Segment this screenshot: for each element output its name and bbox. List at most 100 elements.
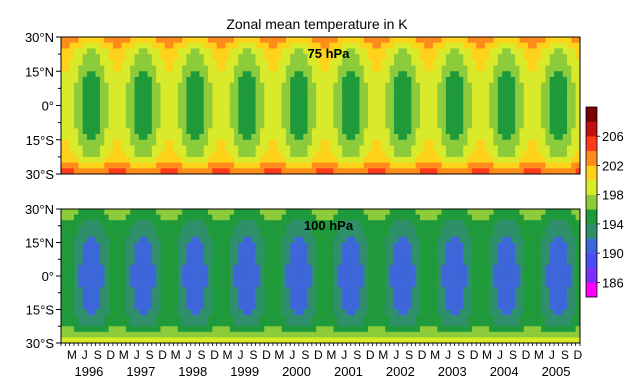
heatmap-cell: [126, 54, 131, 60]
heatmap-cell: [429, 282, 434, 288]
heatmap-cell: [420, 123, 425, 129]
heatmap-cell: [368, 83, 373, 89]
heatmap-cell: [390, 145, 395, 151]
heatmap-cell: [355, 259, 360, 265]
panels: 30°N15°N0°15°S30°S75 hPa30°N15°N0°15°S30…: [25, 30, 580, 351]
heatmap-cell: [511, 128, 516, 134]
heatmap-cell: [554, 37, 559, 43]
heatmap-cell: [212, 321, 217, 327]
heatmap-cell: [61, 282, 66, 288]
heatmap-cell: [295, 77, 300, 83]
heatmap-cell: [558, 94, 563, 100]
heatmap-cell: [130, 310, 135, 316]
heatmap-cell: [286, 326, 291, 332]
heatmap-cell: [385, 298, 390, 304]
heatmap-cell: [437, 60, 442, 66]
heatmap-cell: [385, 123, 390, 129]
heatmap-cell: [269, 248, 274, 254]
heatmap-cell: [61, 168, 66, 174]
heatmap-cell: [130, 100, 135, 106]
heatmap-cell: [372, 276, 377, 282]
heatmap-cell: [455, 100, 460, 106]
heatmap-cell: [346, 37, 351, 43]
heatmap-cell: [156, 106, 161, 112]
heatmap-cell: [299, 163, 304, 169]
heatmap-cell: [113, 276, 118, 282]
heatmap-cell: [277, 168, 282, 174]
heatmap-cell: [178, 243, 183, 249]
heatmap-cell: [104, 220, 109, 226]
heatmap-cell: [502, 66, 507, 72]
heatmap-cell: [113, 134, 118, 140]
heatmap-cell: [472, 43, 477, 49]
heatmap-cell: [221, 66, 226, 72]
heatmap-cell: [160, 298, 165, 304]
heatmap-cell: [148, 168, 153, 174]
heatmap-cell: [135, 168, 140, 174]
heatmap-cell: [230, 209, 235, 215]
heatmap-cell: [264, 226, 269, 232]
heatmap-cell: [91, 123, 96, 129]
heatmap-cell: [169, 259, 174, 265]
heatmap-cell: [182, 168, 187, 174]
heatmap-cell: [316, 332, 321, 338]
heatmap-cell: [277, 215, 282, 221]
heatmap-cell: [87, 310, 92, 316]
heatmap-cell: [191, 287, 196, 293]
heatmap-cell: [247, 94, 252, 100]
heatmap-cell: [567, 106, 572, 112]
heatmap-cell: [204, 315, 209, 321]
heatmap-cell: [333, 304, 338, 310]
heatmap-cell: [221, 231, 226, 237]
heatmap-cell: [109, 243, 114, 249]
heatmap-cell: [165, 293, 170, 299]
heatmap-cell: [225, 106, 230, 112]
heatmap-cell: [446, 128, 451, 134]
heatmap-cell: [243, 145, 248, 151]
heatmap-cell: [571, 145, 576, 151]
heatmap-cell: [303, 37, 308, 43]
heatmap-cell: [139, 304, 144, 310]
heatmap-cell: [338, 243, 343, 249]
heatmap-cell: [152, 231, 157, 237]
heatmap-cell: [204, 243, 209, 249]
heatmap-cell: [424, 304, 429, 310]
heatmap-cell: [87, 145, 92, 151]
heatmap-cell: [165, 237, 170, 243]
heatmap-cell: [338, 298, 343, 304]
heatmap-cell: [299, 71, 304, 77]
heatmap-cell: [148, 111, 153, 117]
heatmap-cell: [100, 151, 105, 157]
heatmap-cell: [329, 243, 334, 249]
heatmap-cell: [338, 106, 343, 112]
heatmap-cell: [329, 237, 334, 243]
heatmap-cell: [260, 231, 265, 237]
heatmap-cell: [264, 168, 269, 174]
heatmap-cell: [411, 77, 416, 83]
heatmap-cell: [346, 83, 351, 89]
heatmap-cell: [277, 163, 282, 169]
heatmap-cell: [558, 117, 563, 123]
heatmap-cell: [160, 83, 165, 89]
heatmap-cell: [152, 71, 157, 77]
heatmap-cell: [277, 304, 282, 310]
heatmap-cell: [65, 243, 70, 249]
heatmap-cell: [173, 134, 178, 140]
heatmap-cell: [463, 54, 468, 60]
heatmap-cell: [143, 117, 148, 123]
heatmap-cell: [178, 43, 183, 49]
heatmap-cell: [273, 220, 278, 226]
heatmap-cell: [424, 276, 429, 282]
heatmap-cell: [325, 128, 330, 134]
heatmap-cell: [364, 54, 369, 60]
heatmap-cell: [264, 106, 269, 112]
heatmap-cell: [109, 134, 114, 140]
heatmap-cell: [351, 54, 356, 60]
heatmap-cell: [256, 48, 261, 54]
heatmap-cell: [282, 140, 287, 146]
heatmap-cell: [152, 128, 157, 134]
heatmap-cell: [463, 157, 468, 163]
heatmap-cell: [247, 83, 252, 89]
heatmap-cell: [139, 270, 144, 276]
heatmap-cell: [385, 215, 390, 221]
